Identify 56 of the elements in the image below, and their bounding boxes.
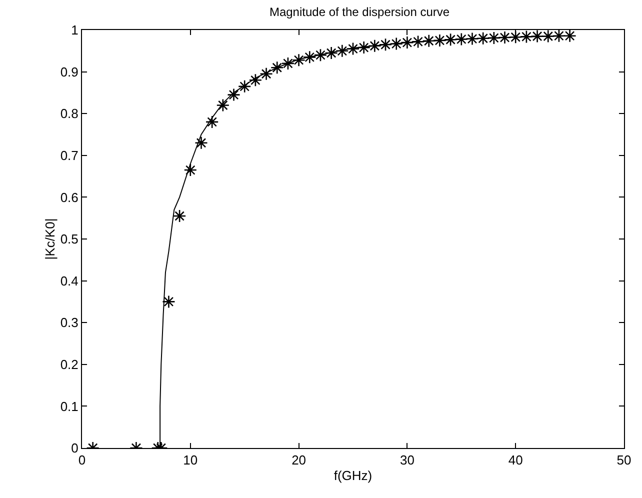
point [411,35,425,48]
point [302,50,316,64]
point [346,42,360,56]
y-tick-label: 0.7 [60,148,78,163]
point [184,163,198,177]
chart-title: Magnitude of the dispersion curve [269,4,450,19]
point [541,30,555,43]
point [281,56,295,70]
x-axis-title: f(GHz) [334,468,372,484]
point [454,32,468,46]
y-tick-label: 0.8 [60,106,78,122]
x-tick-label: 30 [400,452,414,468]
y-tick-label: 0.9 [60,64,78,80]
point [390,37,404,50]
y-tick-label: 0.3 [60,315,78,330]
point [248,74,262,87]
point [270,60,284,74]
point [216,98,230,112]
point [336,44,349,58]
point [433,34,446,48]
x-tick-label: 40 [508,452,523,468]
point [378,38,392,52]
point [227,88,240,102]
y-tick-label: 0.6 [60,190,78,205]
y-tick-label: 0.4 [60,273,78,288]
point [194,136,208,150]
point [508,30,522,44]
point [530,30,544,43]
point [324,46,338,60]
point [205,115,219,129]
point [552,30,566,42]
point [444,32,458,46]
x-tick-label: 10 [183,452,198,468]
point [422,34,436,48]
point [172,209,186,223]
y-tick-label: 0.5 [60,232,78,247]
y-tick-label: 0 [71,440,78,456]
y-axis-title: |Kc/K0| [42,218,58,260]
point [476,32,490,46]
point [466,32,479,46]
x-tick-label: 50 [616,452,632,468]
point [520,30,534,44]
point [260,67,273,81]
point [357,40,370,54]
x-tick-label: 20 [292,452,306,468]
y-tick-label: 1 [71,22,78,38]
y-tick-label: 0.1 [60,398,78,414]
point [292,53,306,67]
point [563,30,576,42]
point [238,80,252,94]
point [400,36,414,50]
point [314,48,328,62]
point [368,39,382,53]
point [498,30,512,44]
y-tick-label: 0.2 [60,356,78,372]
point [487,31,501,45]
